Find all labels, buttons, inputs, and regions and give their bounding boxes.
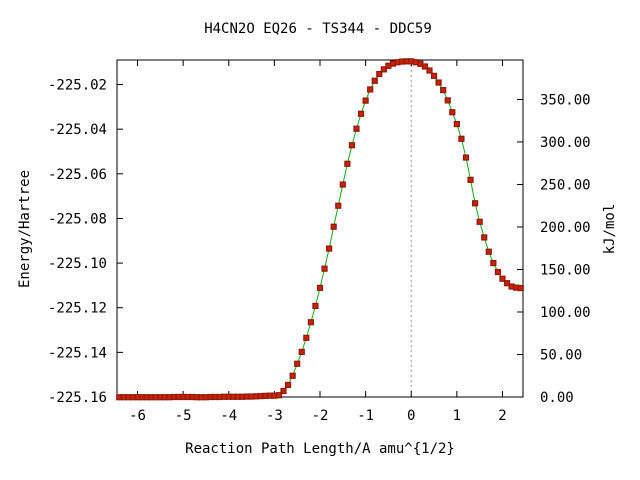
- right-y-axis: 0.00 50.00 100.00 150.00 200.00 250.00 300.00 3…: [517, 92, 591, 406]
- data-point: [458, 135, 465, 142]
- data-point: [440, 87, 447, 94]
- data-point: [490, 259, 497, 267]
- right-y-tick-label: 250.00: [540, 177, 591, 193]
- right-y-axis-label: kJ/mol: [602, 204, 618, 255]
- right-y-tick-label: 100.00: [540, 305, 591, 321]
- x-tick-label: -5: [175, 408, 192, 424]
- data-point: [453, 120, 460, 128]
- data-point: [503, 280, 511, 287]
- data-point: [380, 66, 387, 73]
- right-y-tick-label: 0.00: [540, 390, 574, 406]
- data-point: [430, 72, 438, 79]
- left-y-tick-label: -225.04: [48, 122, 107, 138]
- data-point: [426, 67, 433, 74]
- x-tick-label: -3: [266, 408, 283, 424]
- left-y-tick-label: -225.14: [48, 345, 107, 361]
- data-point: [357, 110, 365, 117]
- right-y-tick-label: 150.00: [540, 262, 591, 278]
- left-y-tick-label: -225.02: [48, 78, 107, 94]
- x-tick-label: -4: [220, 408, 237, 424]
- data-point: [307, 319, 314, 326]
- data-point: [476, 218, 483, 225]
- right-y-tick-label: 350.00: [540, 92, 591, 108]
- plot-frame: [116, 59, 524, 398]
- data-point: [316, 284, 324, 291]
- data-point: [353, 125, 360, 132]
- left-y-tick-label: -225.12: [48, 301, 107, 317]
- chart-title: H4CN2O EQ26 - TS344 - DDC59: [204, 21, 432, 37]
- x-tick-label: 0: [407, 408, 415, 424]
- x-tick-label: -1: [357, 408, 374, 424]
- data-point: [462, 154, 470, 161]
- data-point: [481, 234, 488, 241]
- data-point: [371, 77, 378, 84]
- right-y-tick-label: 300.00: [540, 135, 591, 151]
- data-point: [330, 223, 337, 230]
- left-y-tick-label: -225.08: [48, 211, 107, 227]
- data-point: [348, 142, 356, 149]
- left-y-axis-label: Energy/Hartree: [17, 170, 33, 288]
- data-point: [467, 176, 474, 183]
- data-point: [298, 348, 305, 356]
- left-y-tick-label: -225.10: [48, 256, 107, 272]
- x-axis-label: Reaction Path Length/A amu^{1/2}: [185, 441, 455, 457]
- data-point: [421, 63, 429, 70]
- data-point: [472, 200, 479, 207]
- data-point: [326, 245, 333, 252]
- data-point: [321, 265, 328, 272]
- energy-points: [116, 58, 524, 401]
- data-point: [284, 381, 292, 389]
- data-point: [444, 97, 451, 104]
- energy-profile-line: [119, 60, 521, 398]
- x-tick-label: -2: [312, 408, 329, 424]
- data-point: [494, 268, 502, 276]
- left-y-tick-label: -225.06: [48, 167, 107, 183]
- data-point: [280, 387, 287, 395]
- data-point: [376, 70, 383, 78]
- left-y-tick-label: -225.16: [48, 390, 107, 406]
- data-point: [367, 86, 374, 93]
- data-point: [275, 392, 283, 399]
- data-point: [294, 360, 301, 367]
- data-point: [303, 334, 310, 341]
- data-point: [435, 79, 442, 86]
- data-point: [517, 284, 524, 292]
- data-point: [449, 109, 456, 116]
- data-point: [499, 275, 506, 282]
- right-y-tick-label: 50.00: [540, 347, 582, 363]
- data-point: [485, 248, 492, 255]
- data-point: [362, 97, 369, 104]
- x-tick-label: -6: [129, 408, 146, 424]
- x-axis: -6 -5 -4 -3 -2 -1 0 1 2: [129, 60, 507, 424]
- right-y-tick-label: 200.00: [540, 220, 591, 236]
- data-point: [339, 181, 346, 188]
- data-point: [344, 160, 351, 167]
- left-y-axis: -225.16 -225.14 -225.12 -225.10 -225.08 -225.…: [48, 78, 123, 406]
- data-point: [335, 202, 342, 209]
- data-point: [312, 302, 319, 310]
- x-tick-label: 2: [498, 408, 506, 424]
- x-tick-label: 1: [453, 408, 461, 424]
- data-point: [289, 372, 296, 379]
